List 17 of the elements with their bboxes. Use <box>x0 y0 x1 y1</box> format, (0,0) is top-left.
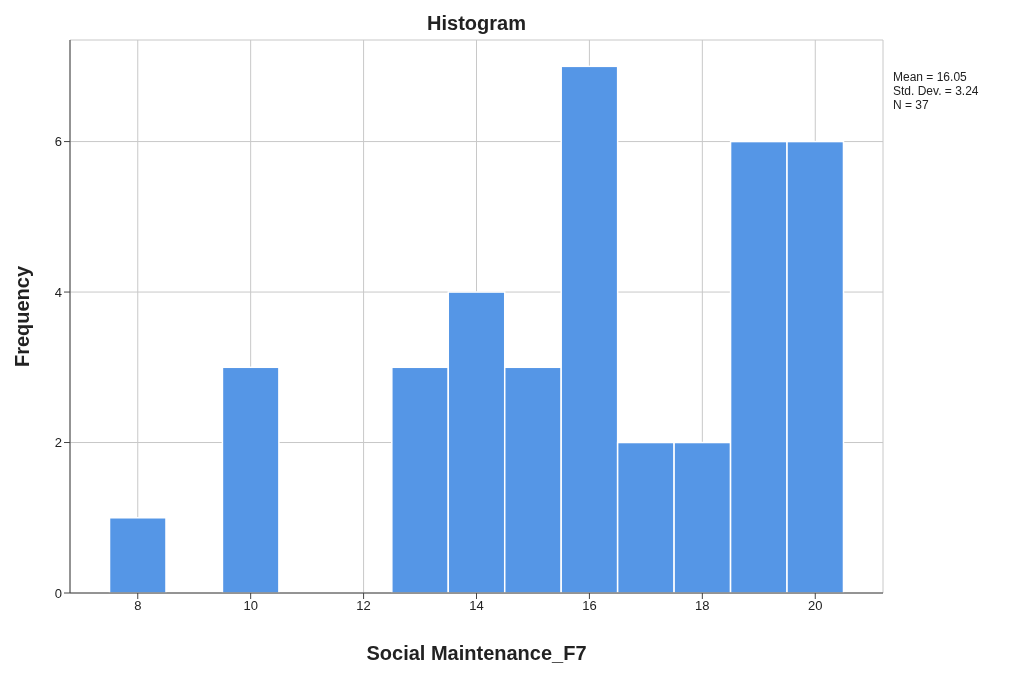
y-tick-label: 4 <box>54 284 62 300</box>
x-tick-label: 16 <box>582 598 597 614</box>
x-tick-label: 14 <box>469 598 484 614</box>
y-tick-label: 2 <box>54 435 62 451</box>
text: Mean = 16.05 <box>893 70 968 84</box>
y-axis-title: Frequency <box>11 265 34 368</box>
x-tick-label: 12 <box>356 598 371 614</box>
text: N = 37 <box>893 98 930 112</box>
y-tick-label: 0 <box>54 585 62 601</box>
y-tick-label: 6 <box>54 134 62 150</box>
x-tick-label: 8 <box>134 598 142 614</box>
x-tick-label: 18 <box>695 598 710 614</box>
chart-title: Histogram <box>426 12 527 35</box>
x-tick-label: 10 <box>243 598 258 614</box>
x-axis-title: Social Maintenance_F7 <box>366 642 587 664</box>
x-tick-label: 20 <box>808 598 823 614</box>
text: Std. Dev. = 3.24 <box>893 84 979 98</box>
